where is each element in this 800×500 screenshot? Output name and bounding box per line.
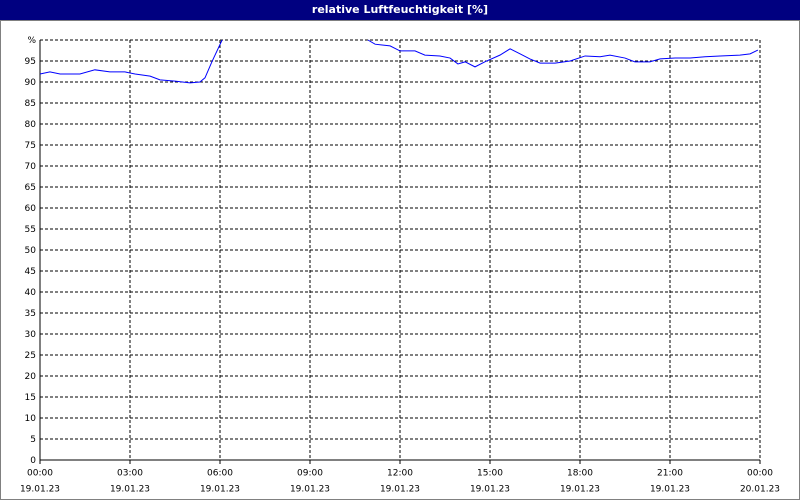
y-tick-label: 75	[25, 141, 36, 151]
x-tick-label: 21:00	[657, 469, 683, 479]
x-tick-label: 12:00	[387, 469, 413, 479]
y-tick-label: %	[27, 36, 36, 46]
y-tick-label: 25	[25, 351, 36, 361]
y-tick-label: 40	[25, 288, 37, 298]
y-tick-label: 60	[25, 204, 37, 214]
x-tick-label: 00:00	[27, 469, 53, 479]
x-tick-label: 03:00	[117, 469, 143, 479]
x-tick-date: 19.01.23	[650, 485, 690, 495]
y-tick-label: 70	[25, 162, 37, 172]
title-bar	[0, 0, 800, 20]
y-tick-label: 10	[25, 414, 37, 424]
x-tick-date: 19.01.23	[20, 485, 60, 495]
x-tick-label: 15:00	[477, 469, 503, 479]
y-tick-label: 90	[25, 78, 37, 88]
data-line	[39, 39, 759, 84]
x-tick-label: 06:00	[207, 469, 233, 479]
y-tick-label: 20	[25, 372, 37, 382]
x-tick-date: 19.01.23	[380, 485, 420, 495]
x-tick-date: 19.01.23	[200, 485, 240, 495]
x-tick-date: 19.01.23	[560, 485, 600, 495]
y-tick-label: 80	[25, 120, 37, 130]
x-tick-label: 09:00	[297, 469, 323, 479]
y-tick-label: 55	[25, 225, 36, 235]
x-tick-label: 18:00	[567, 469, 593, 479]
x-tick-date: 19.01.23	[110, 485, 150, 495]
y-tick-label: 50	[25, 246, 37, 256]
y-tick-label: 0	[30, 456, 36, 466]
y-tick-label: 65	[25, 183, 36, 193]
y-tick-label: 15	[25, 393, 36, 403]
chart-title: relative Luftfeuchtigkeit [%]	[312, 3, 488, 16]
y-tick-label: 45	[25, 267, 36, 277]
y-tick-label: 85	[25, 99, 36, 109]
y-tick-label: 30	[25, 330, 37, 340]
y-tick-label: 35	[25, 309, 36, 319]
y-tick-label: 5	[30, 435, 36, 445]
x-tick-date: 19.01.23	[290, 485, 330, 495]
x-tick-date: 19.01.23	[470, 485, 510, 495]
x-tick-date: 20.01.23	[740, 485, 780, 495]
y-tick-label: 95	[25, 57, 36, 67]
x-tick-label: 00:00	[747, 469, 773, 479]
